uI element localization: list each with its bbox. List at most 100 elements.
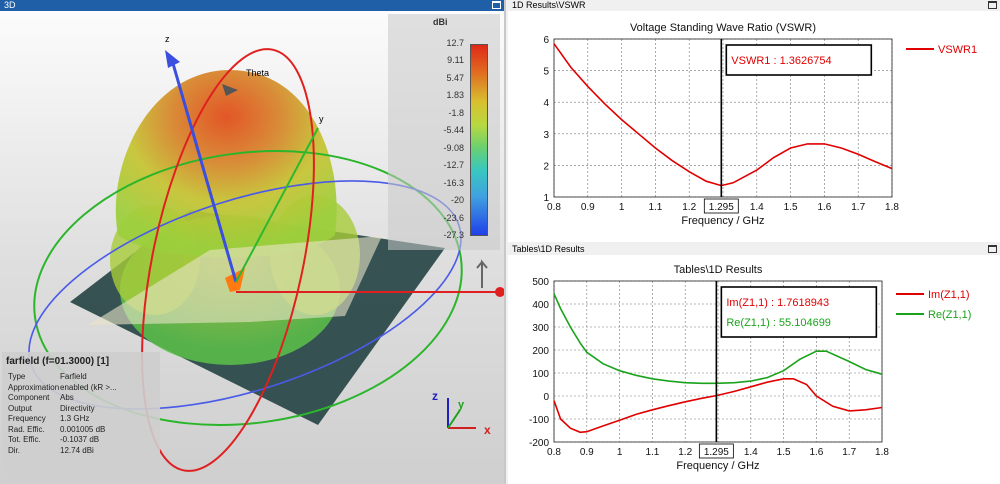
- scale-tick-label: -16.3: [443, 177, 464, 188]
- vswr-titlebar[interactable]: 1D Results\VSWR: [508, 0, 1000, 11]
- theta-arrow-icon: [222, 84, 238, 96]
- scale-tick-label: -5.44: [443, 125, 464, 136]
- scale-tick-label: 9.11: [447, 55, 464, 66]
- x-tick-label: 1.6: [809, 447, 823, 458]
- info-row: Rad. Effic. 0.001005 dB: [2, 425, 160, 436]
- farfield-3d-titlebar[interactable]: 3D: [0, 0, 504, 11]
- rotate-arrow-icon[interactable]: [476, 259, 488, 288]
- annotation-box: [725, 44, 873, 76]
- y-tick-label: 5: [543, 67, 549, 78]
- triad-z-label: z: [432, 389, 438, 403]
- triad-x-label: x: [484, 423, 491, 437]
- x-tick-label: 0.9: [581, 202, 595, 213]
- maximize-icon[interactable]: [988, 1, 997, 9]
- panel-title: Tables\1D Results: [512, 244, 585, 254]
- marker-box: [698, 443, 734, 459]
- info-value: Abs: [60, 393, 74, 402]
- scale-tick-label: -20: [450, 195, 464, 206]
- z-axis: [170, 59, 238, 283]
- x-tick-label: 1.5: [777, 447, 791, 458]
- info-value: Farfield: [60, 372, 87, 381]
- legend-label: Re(Z1,1): [928, 309, 971, 321]
- info-value: 12.74 dBi: [60, 445, 94, 455]
- scale-tick-label: -1.8: [448, 107, 464, 118]
- plot-area: [553, 38, 893, 198]
- y-tick-label: 3: [543, 130, 549, 141]
- legend-label: VSWR1: [938, 44, 977, 56]
- scale-tick-label: 5.47: [446, 72, 464, 83]
- y-tick-label: 4: [543, 98, 549, 109]
- info-row: Output Directivity: [2, 404, 160, 415]
- x-tick-label: 1.8: [875, 447, 889, 458]
- y-tick-label: 100: [532, 369, 549, 380]
- y-tick-label: 0: [543, 392, 549, 403]
- marker-label: 1.295: [709, 202, 734, 213]
- x-tick-label: 1.8: [885, 202, 899, 213]
- y-tick-label: 300: [532, 323, 549, 334]
- color-scale-legend: dBi 12.7 9.11 5.47 1.83 -1.8 -5.44 -9.08 -12.7 -…: [388, 14, 500, 250]
- x-tick-label: 1.2: [678, 447, 692, 458]
- main-lobe: [115, 70, 337, 258]
- z-arrow-icon: [165, 50, 180, 68]
- color-scale-bar: [470, 44, 488, 236]
- maximize-icon[interactable]: [988, 245, 997, 253]
- info-value: 1.3 GHz: [60, 414, 90, 423]
- x-arrow-icon: [495, 287, 504, 297]
- info-row: Dir. 12.74 dBi: [2, 446, 160, 457]
- farfield-scene[interactable]: z y Theta z y x: [0, 0, 506, 484]
- tables-titlebar[interactable]: Tables\1D Results: [508, 244, 1000, 255]
- scale-tick-label: 1.83: [446, 90, 464, 101]
- marker-label: 1.295: [704, 447, 729, 458]
- annotation-text: Im(Z1,1) : 1.7618943: [726, 297, 829, 309]
- series-line: [553, 378, 883, 434]
- farfield-info-box: farfield (f=01.3000) [1] Type Farfield App…: [2, 352, 160, 484]
- scale-tick-label: -9.08: [443, 142, 464, 153]
- scale-tick-label: 12.7: [446, 38, 464, 48]
- z-axis-label: z: [165, 34, 170, 44]
- x-tick-label: 1.5: [784, 202, 798, 213]
- farfield-3d-panel[interactable]: 3D: [0, 0, 506, 484]
- info-row: Tot. Effic. -0.1037 dB: [2, 435, 160, 446]
- x-tick-label: 1: [619, 202, 625, 213]
- vswr-chart[interactable]: Voltage Standing Wave Ratio (VSWR) 0.8 0.9…: [508, 11, 1000, 242]
- y-tick-label: -100: [529, 415, 549, 426]
- panel-title: 1D Results\VSWR: [512, 0, 586, 10]
- info-value: 0.001005 dB: [60, 424, 106, 434]
- info-value: enabled (kR >...: [60, 382, 117, 392]
- x-tick-label: 0.9: [580, 447, 594, 458]
- annotation-text: VSWR1 : 1.3626754: [731, 55, 831, 67]
- marker-box: [703, 198, 739, 214]
- y-tick-label: 200: [532, 346, 549, 357]
- maximize-icon[interactable]: [492, 1, 501, 9]
- info-row: Component Abs: [2, 393, 160, 404]
- x-tick-label: 1.4: [750, 202, 764, 213]
- x-tick-label: 0.8: [547, 202, 561, 213]
- annotation-text: Re(Z1,1) : 55.104699: [726, 317, 831, 329]
- legend-label: Im(Z1,1): [928, 289, 970, 301]
- x-tick-label: 1.1: [645, 447, 659, 458]
- tables-panel[interactable]: Tables\1D Results Tables\1D Results 0.8 0.…: [508, 244, 1000, 484]
- x-tick-label: 1: [617, 447, 623, 458]
- scale-tick-label: -27.3: [443, 230, 464, 240]
- info-key: Rad. Effic.: [8, 424, 45, 434]
- info-key: Output: [8, 403, 33, 413]
- info-heading: farfield (f=01.3000) [1]: [6, 356, 110, 367]
- theta-label: Theta: [246, 68, 269, 78]
- plot-area: [553, 280, 883, 443]
- info-value: Directivity: [60, 403, 95, 413]
- series-line: [553, 293, 883, 385]
- x-tick-label: 1.7: [851, 202, 865, 213]
- scale-tick-label: -12.7: [443, 160, 464, 171]
- y-tick-label: -200: [529, 438, 549, 449]
- x-axis-label: Frequency / GHz: [681, 215, 764, 227]
- info-key: Approximation: [8, 382, 60, 392]
- scale-unit: dBi: [433, 17, 448, 27]
- impedance-chart[interactable]: Tables\1D Results0.80.911.11.21.31.41.51…: [508, 255, 1000, 484]
- vswr-panel[interactable]: 1D Results\VSWR Voltage Standing Wave Ra…: [508, 0, 1000, 242]
- y-tick-label: 400: [532, 300, 549, 311]
- info-row: Frequency 1.3 GHz: [2, 414, 160, 425]
- chart-title: Voltage Standing Wave Ratio (VSWR): [630, 22, 816, 34]
- info-key: Component: [8, 393, 50, 402]
- x-tick-label: 1.7: [842, 447, 856, 458]
- info-row: Approximation enabled (kR >...: [2, 383, 160, 394]
